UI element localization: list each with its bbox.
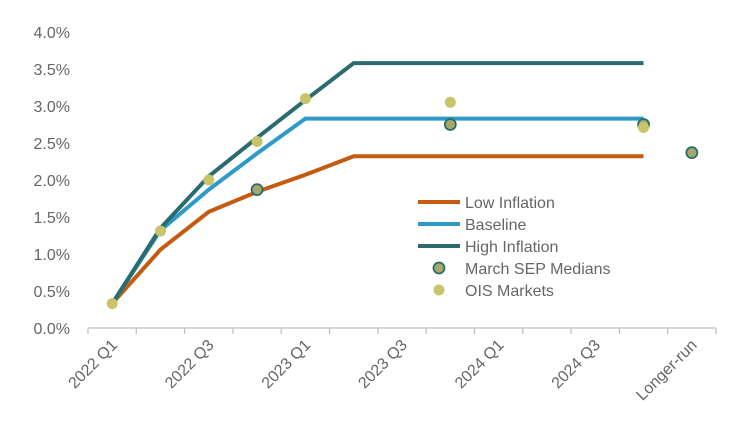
x-tick-label: 2022 Q3 (162, 337, 217, 392)
legend-label: March SEP Medians (465, 261, 611, 278)
x-axis-ticks: 2022 Q1 2022 Q3 2023 Q1 2023 Q3 2024 Q1 2024 … (66, 337, 701, 404)
y-tick-label: 1.5% (34, 210, 70, 227)
y-tick-label: 4.0% (34, 25, 70, 42)
legend-swatch-marker (433, 284, 445, 296)
marker-ois-markets (299, 93, 311, 105)
marker-layer (106, 93, 699, 310)
x-tick-label: 2024 Q1 (452, 337, 507, 392)
x-tick-label: 2023 Q3 (355, 337, 410, 392)
series-line-baseline (110, 116, 644, 305)
marker-ois-markets (154, 225, 166, 237)
marker-march-sep-medians (443, 118, 457, 131)
y-tick-label: 2.5% (34, 136, 70, 153)
marker-ois-markets (106, 298, 118, 310)
y-axis-ticks: 0.0% 0.5% 1.0% 1.5% 2.0% 2.5% 3.0% 3.5% 4.0% (34, 25, 70, 338)
series-layer (110, 61, 644, 305)
y-tick-label: 1.0% (34, 247, 70, 264)
x-tick-label: Longer-run (633, 337, 700, 404)
x-tick-label: 2022 Q1 (66, 337, 121, 392)
marker-march-sep-medians (250, 183, 264, 197)
marker-ois-markets (444, 96, 456, 108)
legend-label: OIS Markets (465, 283, 554, 300)
y-tick-label: 2.0% (34, 173, 70, 190)
y-tick-label: 3.0% (34, 99, 70, 116)
legend-label: Low Inflation (465, 195, 555, 212)
legend: Low Inflation Baseline High Inflation March… (418, 195, 611, 300)
series-line-low-inflation (110, 154, 644, 305)
y-tick-label: 0.0% (34, 321, 70, 338)
marker-ois-markets (638, 121, 650, 133)
x-tick-label: 2024 Q3 (549, 337, 604, 392)
series-line-high-inflation (110, 61, 644, 305)
marker-ois-markets (203, 174, 215, 186)
marker-march-sep-medians (685, 146, 699, 160)
marker-ois-markets (251, 136, 263, 148)
y-tick-label: 3.5% (34, 62, 70, 79)
legend-swatch-marker (432, 261, 446, 275)
y-tick-label: 0.5% (34, 284, 70, 301)
axes (87, 327, 717, 334)
legend-label: High Inflation (465, 239, 558, 256)
x-tick-label: 2023 Q1 (259, 337, 314, 392)
legend-label: Baseline (465, 217, 526, 234)
